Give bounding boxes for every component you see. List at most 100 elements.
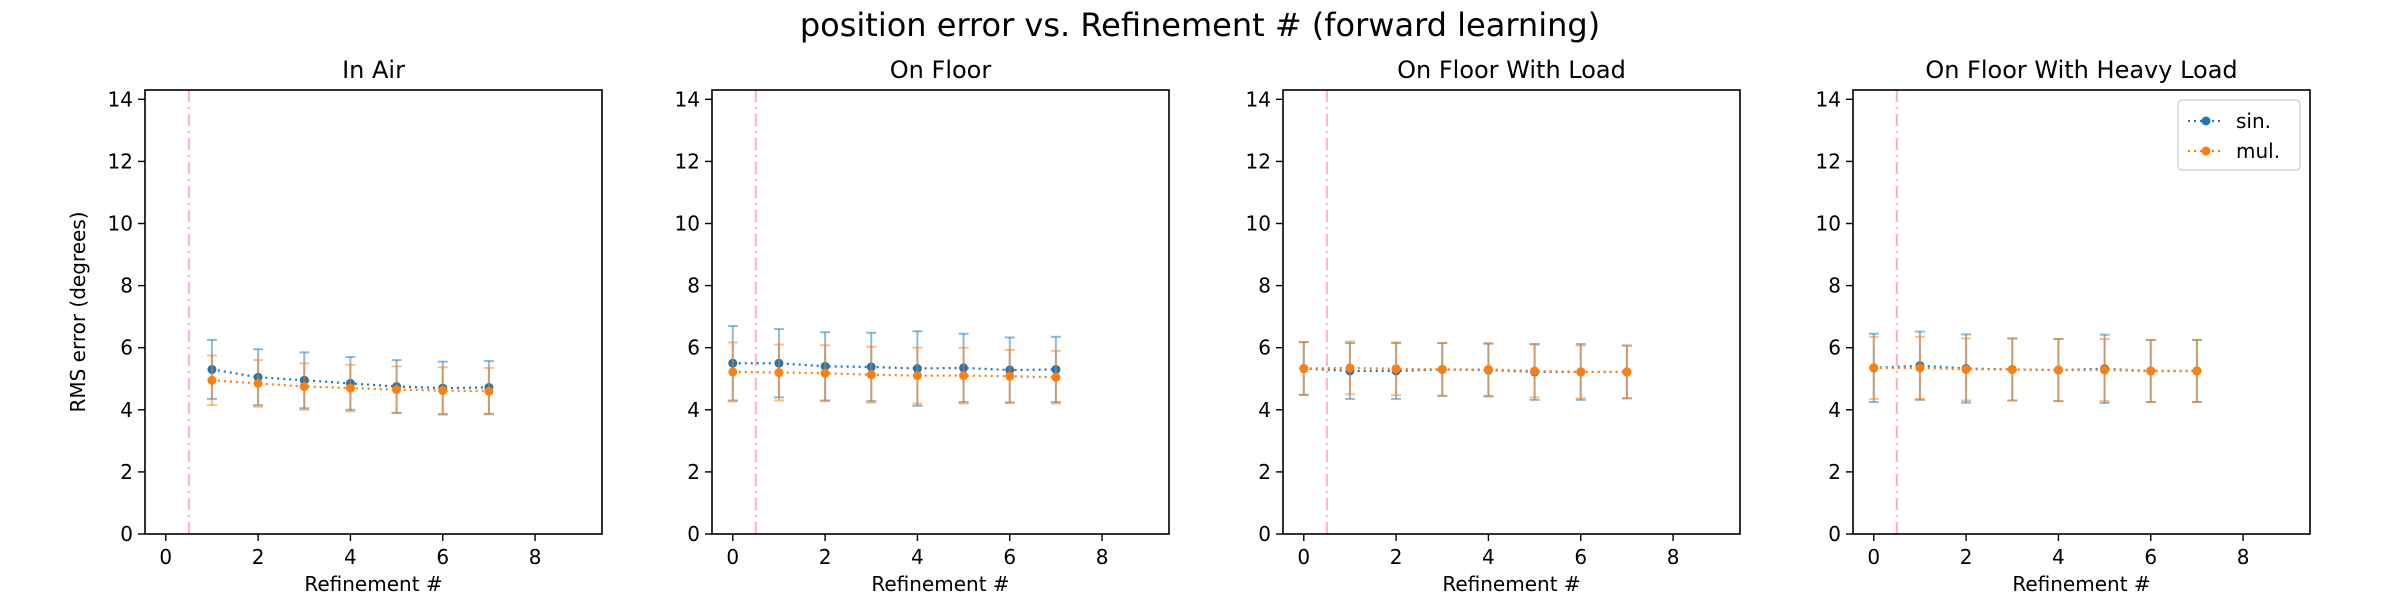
x-tick-label: 0 [726,545,739,569]
data-point [2146,366,2156,376]
data-point [392,385,402,395]
x-tick-label: 8 [1096,545,1109,569]
x-axis-label: Refinement # [2012,572,2150,596]
series-mul [206,354,494,416]
y-tick-label: 8 [687,274,700,298]
data-point [1961,364,1971,374]
x-tick-label: 0 [1867,545,1880,569]
y-tick-label: 10 [675,212,700,236]
panel-title: On Floor With Heavy Load [1925,56,2237,84]
x-tick-label: 0 [1297,545,1310,569]
data-point [1437,364,1447,374]
x-tick-label: 4 [344,545,357,569]
y-tick-label: 6 [687,336,700,360]
x-tick-label: 8 [2237,545,2250,569]
x-tick-label: 6 [2144,545,2157,569]
x-axis-label: Refinement # [871,572,1009,596]
x-axis-label: Refinement # [304,572,442,596]
data-point [253,378,263,388]
y-tick-label: 6 [1258,336,1271,360]
data-point [484,386,494,396]
x-tick-label: 0 [159,545,172,569]
y-tick-label: 6 [1828,336,1841,360]
data-point [1391,364,1401,374]
x-axis-label: Refinement # [1442,572,1580,596]
x-tick-label: 6 [436,545,449,569]
data-point [1005,371,1015,381]
y-tick-label: 14 [675,87,700,111]
y-tick-label: 0 [120,522,133,546]
axes-frame [711,89,1170,535]
data-point [820,368,830,378]
x-tick-label: 6 [1574,545,1587,569]
panel-title: In Air [342,56,405,84]
legend-marker [2201,146,2211,156]
data-point [1622,367,1632,377]
data-point [1345,363,1355,373]
data-point [912,371,922,381]
y-tick-label: 14 [1816,87,1841,111]
y-tick-label: 0 [687,522,700,546]
figure-title: position error vs. Refinement # (forward… [800,6,1600,44]
y-tick-label: 4 [1258,398,1271,422]
data-point [2007,364,2017,374]
y-tick-label: 12 [1816,149,1841,173]
data-point [959,371,969,381]
chart-panels: In Air 0 2 4 6 8 0 2 4 6 8 10 12 14 Refinement # RMS er… [66,56,2311,596]
series-mul [1298,340,1632,400]
data-point [1576,367,1586,377]
y-tick-label: 4 [1828,398,1841,422]
series-mul [1868,335,2202,404]
y-tick-label: 8 [1828,274,1841,298]
data-point [299,382,309,392]
y-axis-label: RMS error (degrees) [66,211,90,412]
y-tick-label: 2 [687,460,700,484]
y-tick-label: 12 [108,149,133,173]
legend-label: sin. [2236,109,2271,133]
y-tick-label: 2 [1828,460,1841,484]
data-point [728,367,738,377]
data-point [2053,365,2063,375]
legend: sin. mul. [2177,99,2301,171]
data-point [1299,364,1309,374]
chart-panel-2: On Floor 0 2 4 6 8 0 2 4 6 8 10 12 14 Refinement # [675,56,1170,596]
axes-frame [144,89,603,535]
legend-marker [2201,116,2211,126]
x-tick-label: 6 [1003,545,1016,569]
data-point [1869,363,1879,373]
y-tick-label: 0 [1828,522,1841,546]
y-tick-label: 2 [1258,460,1271,484]
y-tick-label: 4 [120,398,133,422]
data-point [1915,363,1925,373]
chart-panel-4: On Floor With Heavy Load 0 2 4 6 8 0 2 4 6 8 10 12 14… [1816,56,2311,596]
data-point [1051,372,1061,382]
x-tick-label: 4 [911,545,924,569]
data-point [774,368,784,378]
y-tick-label: 12 [675,149,700,173]
data-point [2192,366,2202,376]
panel-title: On Floor [890,56,992,84]
x-tick-label: 2 [1390,545,1403,569]
y-tick-label: 14 [1246,87,1271,111]
data-point [1483,364,1493,374]
data-point [207,375,217,385]
y-tick-label: 4 [687,398,700,422]
x-tick-label: 8 [529,545,542,569]
x-tick-label: 2 [819,545,832,569]
y-tick-label: 10 [108,212,133,236]
series-sin [727,324,1061,407]
x-tick-label: 2 [1960,545,1973,569]
chart-panel-3: On Floor With Load 0 2 4 6 8 0 2 4 6 8 10 12 14 Refine… [1246,56,1741,596]
y-tick-label: 0 [1258,522,1271,546]
chart-panel-1: In Air 0 2 4 6 8 0 2 4 6 8 10 12 14 Refinement # RMS er… [66,56,603,596]
data-point [2100,365,2110,375]
data-point [438,386,448,396]
y-tick-label: 10 [1246,212,1271,236]
data-point [1530,366,1540,376]
panel-title: On Floor With Load [1397,56,1626,84]
legend-label: mul. [2236,139,2280,163]
y-tick-label: 8 [120,274,133,298]
axes-frame [1282,89,1741,535]
y-tick-label: 14 [108,87,133,111]
